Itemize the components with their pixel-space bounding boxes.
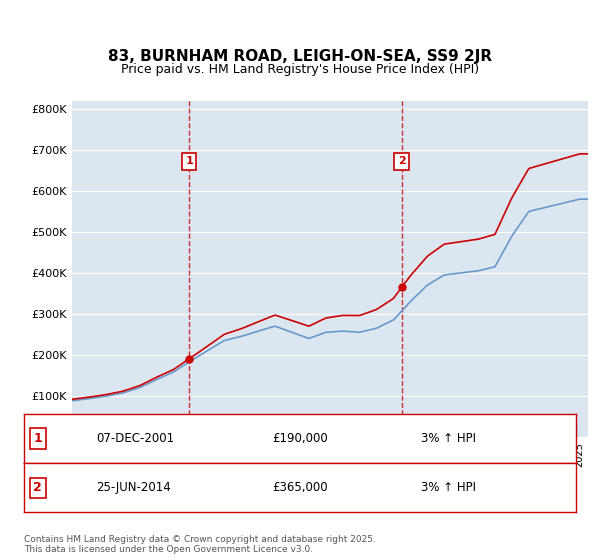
Text: HPI: Average price, detached house, Southend-on-Sea: HPI: Average price, detached house, Sout… <box>71 447 354 458</box>
Text: Price paid vs. HM Land Registry's House Price Index (HPI): Price paid vs. HM Land Registry's House … <box>121 63 479 76</box>
Text: 3% ↑ HPI: 3% ↑ HPI <box>421 432 476 445</box>
Text: £190,000: £190,000 <box>272 432 328 445</box>
Text: 3% ↑ HPI: 3% ↑ HPI <box>421 481 476 494</box>
Text: £365,000: £365,000 <box>272 481 328 494</box>
Text: 1: 1 <box>185 156 193 166</box>
Text: 83, BURNHAM ROAD, LEIGH-ON-SEA, SS9 2JR (detached house): 83, BURNHAM ROAD, LEIGH-ON-SEA, SS9 2JR … <box>71 430 401 440</box>
Text: 07-DEC-2001: 07-DEC-2001 <box>96 432 174 445</box>
Text: Contains HM Land Registry data © Crown copyright and database right 2025.
This d: Contains HM Land Registry data © Crown c… <box>24 535 376 554</box>
Text: 25-JUN-2014: 25-JUN-2014 <box>96 481 170 494</box>
Text: 1: 1 <box>34 432 42 445</box>
Text: 2: 2 <box>34 481 42 494</box>
Text: 2: 2 <box>398 156 406 166</box>
Text: 83, BURNHAM ROAD, LEIGH-ON-SEA, SS9 2JR: 83, BURNHAM ROAD, LEIGH-ON-SEA, SS9 2JR <box>108 49 492 64</box>
